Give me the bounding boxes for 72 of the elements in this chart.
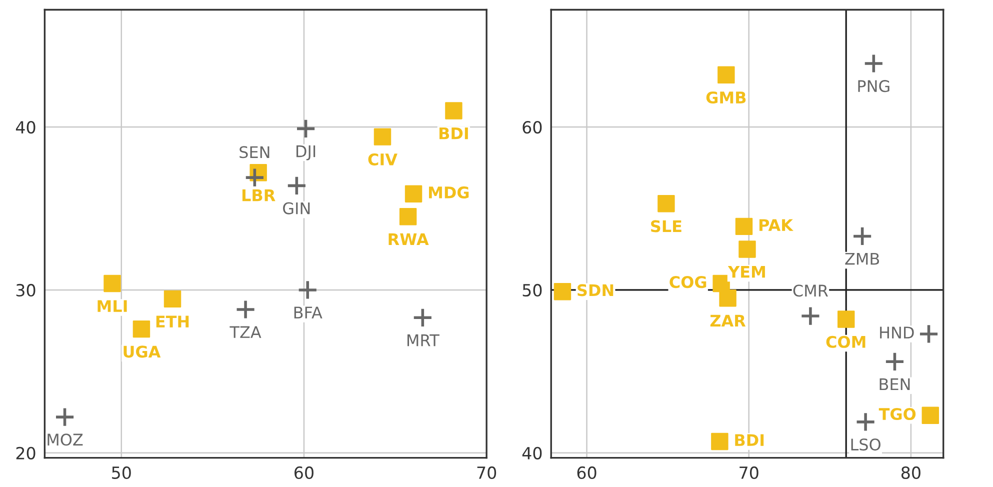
annotation: CIV bbox=[368, 153, 398, 166]
point bbox=[412, 307, 433, 328]
annotation: TGO bbox=[878, 408, 916, 420]
y-tick-label: 20 bbox=[16, 446, 36, 460]
x-tick-label: 60 bbox=[294, 466, 314, 480]
point bbox=[852, 226, 872, 246]
annotation: SEN bbox=[240, 146, 270, 158]
annotation: MRT bbox=[407, 334, 440, 346]
annotation: ETH bbox=[156, 316, 189, 328]
point bbox=[855, 412, 876, 432]
annotation: HND bbox=[880, 326, 914, 338]
point bbox=[658, 195, 675, 212]
annotation: BFA bbox=[294, 306, 322, 318]
annotation: COM bbox=[826, 336, 866, 348]
annotation: PNG bbox=[858, 80, 890, 92]
annotation: BEN bbox=[880, 378, 910, 390]
point bbox=[735, 218, 753, 236]
x-tick-label: 70 bbox=[740, 466, 758, 480]
annotation: ZMB bbox=[845, 252, 880, 265]
point bbox=[719, 290, 736, 307]
point bbox=[554, 282, 572, 300]
point bbox=[718, 66, 735, 84]
annotation: BDI bbox=[735, 434, 764, 446]
point bbox=[445, 102, 462, 120]
y-tick-label: 30 bbox=[16, 284, 36, 297]
annotation: YEM bbox=[728, 266, 765, 278]
point bbox=[918, 324, 939, 344]
annotation: SLE bbox=[651, 220, 682, 232]
annotation: SDN bbox=[578, 284, 614, 296]
point bbox=[711, 432, 728, 450]
annotation: BDI bbox=[439, 128, 468, 140]
x-tick-label: 70 bbox=[477, 466, 496, 480]
point bbox=[800, 306, 821, 326]
point bbox=[374, 128, 392, 146]
point bbox=[235, 299, 256, 320]
point bbox=[837, 310, 855, 328]
point bbox=[922, 406, 939, 424]
annotation: LSO bbox=[851, 438, 880, 451]
annotation: MDG bbox=[429, 186, 469, 198]
point bbox=[164, 290, 182, 308]
point bbox=[297, 280, 318, 300]
annotation: PAK bbox=[759, 219, 794, 231]
annotation: CMR bbox=[793, 284, 828, 297]
annotation: GMB bbox=[706, 91, 746, 104]
point bbox=[54, 406, 75, 428]
point bbox=[863, 53, 884, 74]
point bbox=[296, 118, 316, 139]
annotation: MOZ bbox=[48, 434, 83, 446]
point bbox=[738, 240, 756, 258]
y-tick-label: 40 bbox=[16, 121, 36, 134]
x-tick-label: 80 bbox=[901, 466, 920, 480]
point bbox=[399, 208, 417, 226]
point bbox=[244, 167, 265, 188]
point bbox=[404, 185, 422, 202]
annotation: ZAR bbox=[710, 314, 746, 327]
annotation: GIN bbox=[283, 202, 310, 214]
annotation: LBR bbox=[242, 189, 276, 202]
annotation: RWA bbox=[388, 233, 429, 246]
annotation: TZA bbox=[230, 326, 262, 338]
point bbox=[132, 320, 150, 338]
point bbox=[104, 274, 121, 292]
y-tick-label: 50 bbox=[522, 284, 542, 297]
x-tick-label: 60 bbox=[577, 466, 596, 480]
y-tick-label: 60 bbox=[522, 121, 542, 134]
annotation: COG bbox=[670, 276, 706, 288]
annotation: MLI bbox=[98, 300, 127, 312]
point bbox=[884, 351, 905, 372]
point bbox=[286, 176, 307, 196]
annotation: DJI bbox=[296, 145, 316, 160]
y-tick-label: 40 bbox=[522, 446, 542, 460]
annotation: UGA bbox=[124, 346, 161, 358]
x-tick-label: 50 bbox=[112, 466, 131, 480]
